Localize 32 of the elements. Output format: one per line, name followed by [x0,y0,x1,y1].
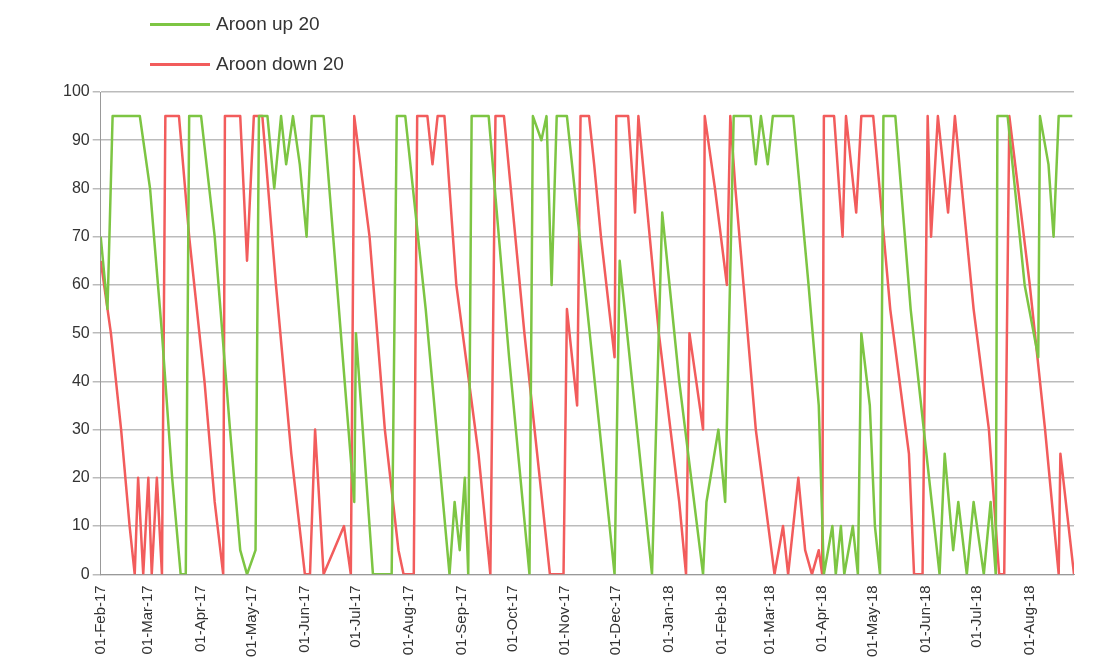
y-tick-label: 90 [71,130,90,148]
x-tick-label: 01-Nov-17 [555,585,573,656]
x-tick-label: 01-Jan-18 [659,585,677,653]
y-tick-label: 0 [80,564,90,582]
x-tick-label: 01-Dec-17 [606,585,624,656]
legend-label: Aroon down 20 [216,53,344,75]
x-tick-label: 01-Mar-17 [138,585,156,655]
y-tick-label: 50 [71,323,90,341]
x-tick-label: 01-Jun-18 [916,585,934,653]
x-tick-label: 01-Aug-18 [1019,585,1037,656]
y-tick-label: 70 [71,227,90,245]
y-tick-label: 100 [62,82,90,100]
x-tick-label: 01-Feb-17 [90,585,108,655]
y-tick-label: 60 [71,275,90,293]
x-tick-label: 01-Jun-17 [295,585,313,653]
x-tick-label: 01-Aug-17 [398,585,416,656]
x-tick-label: 01-Jul-18 [967,585,985,648]
x-tick-label: 01-Mar-18 [759,585,777,655]
x-tick-label: 01-May-18 [863,585,881,658]
x-tick-label: 01-Oct-17 [502,585,520,653]
x-tick-label: 01-Apr-18 [812,585,830,653]
y-tick-label: 30 [71,420,90,438]
x-tick-label: 01-Sep-17 [451,585,469,656]
legend-label: Aroon up 20 [216,13,320,35]
y-tick-label: 10 [71,516,90,534]
y-tick-label: 80 [71,178,90,196]
y-tick-label: 20 [71,468,90,486]
x-tick-label: 01-May-17 [242,585,260,658]
x-tick-label: 01-Feb-18 [711,585,729,655]
x-tick-label: 01-Apr-17 [191,585,209,653]
x-tick-label: 01-Jul-17 [346,585,364,648]
y-tick-label: 40 [71,371,90,389]
